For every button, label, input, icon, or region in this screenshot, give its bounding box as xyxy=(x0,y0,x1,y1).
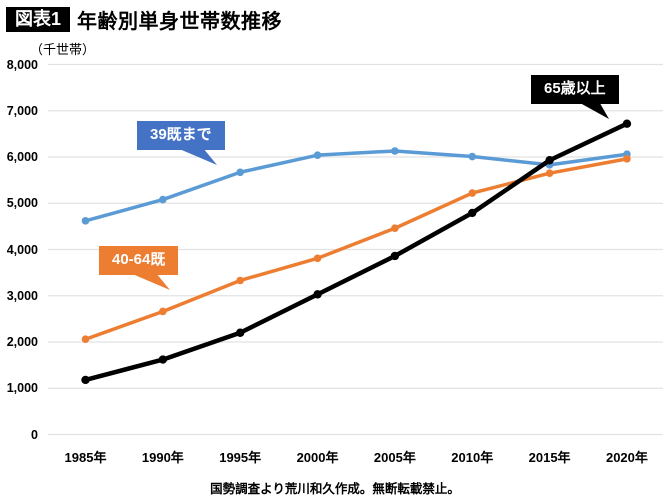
data-point-marker xyxy=(391,147,399,155)
data-point-marker xyxy=(622,119,632,128)
data-point-marker xyxy=(236,328,245,337)
data-point-marker xyxy=(391,224,399,233)
callout-tail xyxy=(570,97,609,119)
data-point-marker xyxy=(236,168,244,177)
data-point-marker xyxy=(545,169,554,177)
y-axis-tick-label: 7,000 xyxy=(6,103,38,118)
y-axis-tick-label: 6,000 xyxy=(6,150,38,164)
series-label-40-64: 40-64既 xyxy=(99,246,179,290)
x-axis-tick-label: 2015年 xyxy=(528,450,571,465)
data-point-marker xyxy=(81,335,90,344)
data-point-marker xyxy=(81,375,90,385)
data-point-marker xyxy=(390,251,400,261)
data-point-marker xyxy=(468,189,477,197)
series-label-text: 40-64既 xyxy=(112,251,166,268)
series-label-text: 39既まで xyxy=(150,126,212,143)
data-point-marker xyxy=(236,276,244,285)
source-caption: 国勢調査より荒川和久作成。無断転載禁止。 xyxy=(210,482,460,496)
x-axis-tick-label: 1985年 xyxy=(64,450,107,465)
x-axis-tick-label: 1995年 xyxy=(219,450,262,465)
data-point-marker xyxy=(158,355,168,364)
callout-tail xyxy=(176,147,217,165)
x-axis-tick-label: 1990年 xyxy=(141,450,184,465)
x-axis-tick-label: 2010年 xyxy=(451,450,494,465)
y-axis-unit-label: （千世帯） xyxy=(30,42,96,57)
y-axis-tick-label: 0 xyxy=(31,427,38,442)
series-label-under-39: 39既まで xyxy=(137,121,225,165)
y-axis-tick-label: 2,000 xyxy=(6,335,38,349)
line-series-1 xyxy=(83,157,629,341)
data-point-marker xyxy=(545,156,554,165)
series-label-65-plus: 65歳以上 xyxy=(531,75,619,119)
data-point-marker xyxy=(468,208,477,218)
line-series-0 xyxy=(83,149,629,223)
callout-tail xyxy=(130,272,171,290)
data-point-marker xyxy=(81,217,90,225)
data-point-marker xyxy=(159,307,167,316)
y-axis-tick-label: 1,000 xyxy=(6,381,38,396)
data-point-marker xyxy=(623,155,631,163)
data-point-marker xyxy=(468,152,477,161)
data-point-marker xyxy=(313,151,322,159)
x-axis-tick-label: 2020年 xyxy=(605,450,648,465)
y-axis-tick-label: 3,000 xyxy=(6,288,38,303)
series-label-text: 65歳以上 xyxy=(544,80,606,97)
data-point-marker xyxy=(159,195,167,204)
data-point-marker xyxy=(313,254,322,263)
line-series-2 xyxy=(83,121,630,383)
data-point-marker xyxy=(313,290,322,299)
figure-header: 図表1 年齢別単身世帯数推移 xyxy=(6,5,282,34)
y-axis-tick-label: 4,000 xyxy=(6,242,38,257)
y-axis-tick-label: 8,000 xyxy=(6,57,38,72)
x-axis-tick-label: 2005年 xyxy=(373,450,416,465)
figure-number-badge: 図表1 xyxy=(6,6,71,33)
x-axis-tick-label: 2000年 xyxy=(296,450,339,465)
page-title: 年齢別単身世帯数推移 xyxy=(77,11,283,33)
y-axis-tick-label: 5,000 xyxy=(6,196,38,211)
